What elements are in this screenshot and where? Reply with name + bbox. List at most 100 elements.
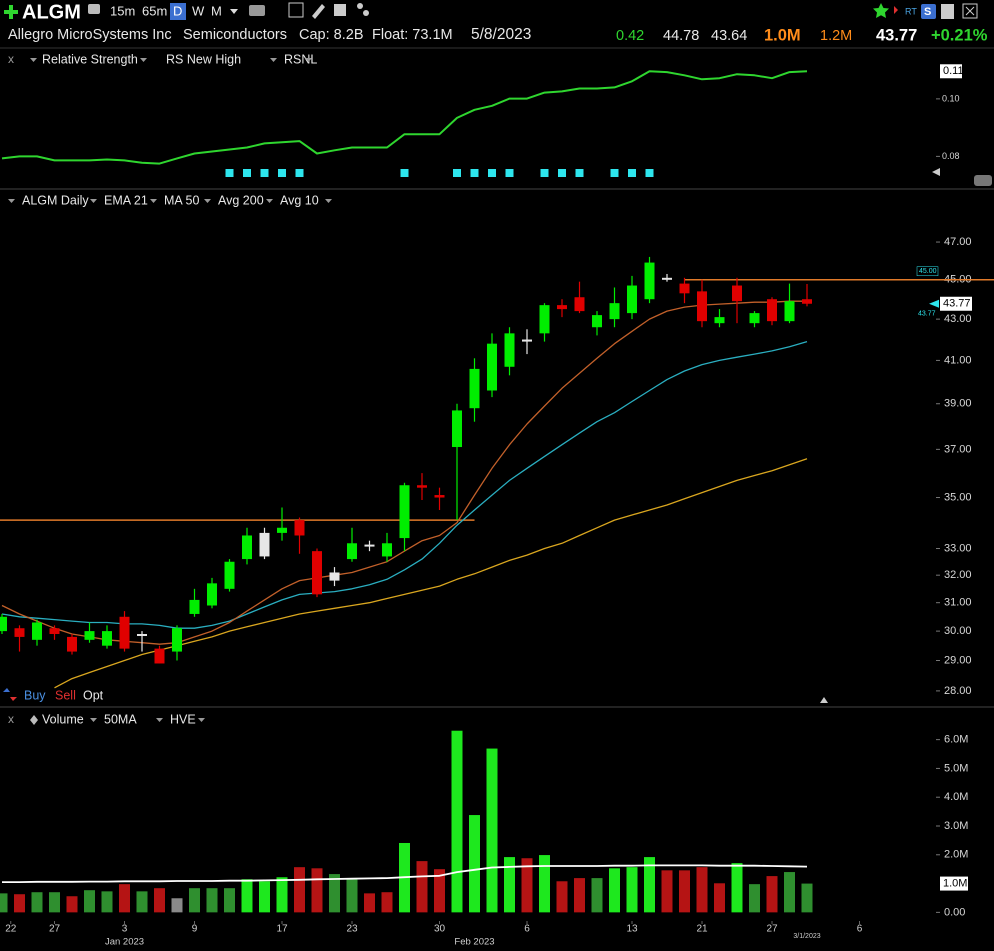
legend-dropdown[interactable] <box>150 199 157 203</box>
x-tick-label: 27 <box>766 924 778 935</box>
last-value-box <box>940 296 972 311</box>
price-tick-label: 35.00 <box>944 491 972 503</box>
x-sublabel: 3/1/2023 <box>793 933 820 940</box>
legend-dropdown[interactable] <box>305 58 312 62</box>
legend-entry[interactable]: EMA 21 <box>104 193 148 207</box>
interval[interactable]: 65m <box>142 3 167 18</box>
tool-icon[interactable] <box>288 2 304 18</box>
legend-dropdown[interactable] <box>140 58 147 62</box>
volume-bar <box>749 884 760 913</box>
tool-icon[interactable] <box>334 4 346 16</box>
rt-label[interactable]: RT <box>905 6 917 16</box>
rs-new-high <box>260 169 269 177</box>
legend-entry[interactable]: Relative Strength <box>42 52 138 66</box>
legend-dropdown[interactable] <box>198 718 205 722</box>
candle-body <box>749 313 760 324</box>
tool-icon[interactable] <box>363 10 369 16</box>
last-value-label: 0.11 <box>943 65 964 77</box>
symbol[interactable]: ALGM <box>22 1 81 23</box>
legend-entry[interactable]: HVE <box>170 712 196 726</box>
legend-dropdown[interactable] <box>325 199 332 203</box>
rt-icon[interactable] <box>894 6 898 14</box>
legend-dropdown[interactable] <box>204 199 211 203</box>
interval[interactable]: W <box>192 3 205 18</box>
rs-new-high <box>278 169 286 177</box>
candle-body <box>522 339 532 342</box>
close-icon[interactable] <box>965 6 975 16</box>
price-tick-label: 29.00 <box>944 654 972 666</box>
legend-dropdown[interactable] <box>90 718 97 722</box>
candle-body <box>574 297 585 312</box>
lock-icon[interactable] <box>88 4 100 14</box>
legend-entry[interactable]: Avg 200 <box>218 193 264 207</box>
volume-tick-label: 6.0M <box>944 734 968 746</box>
volume-bar <box>0 893 8 913</box>
rs-new-high <box>505 169 514 177</box>
candle-body <box>487 343 497 391</box>
tool-icon[interactable] <box>357 3 363 9</box>
price-tick-label: 47.00 <box>944 236 972 248</box>
candle-body <box>207 583 217 606</box>
candle-body <box>662 277 672 280</box>
rs-new-high <box>645 169 654 177</box>
window-icon[interactable] <box>962 3 978 19</box>
legend-dropdown[interactable] <box>90 199 97 203</box>
s-icon[interactable] <box>921 4 936 19</box>
x-sublabel: Feb 2023 <box>454 937 494 948</box>
legend-entry[interactable]: RSNL <box>284 52 317 66</box>
x-tick-label: 21 <box>696 924 708 935</box>
volume: 1.0M <box>764 26 801 44</box>
candle-body <box>732 285 742 302</box>
volume-bar <box>644 857 655 913</box>
expand-arrow[interactable] <box>820 697 828 703</box>
rs-line <box>1 70 808 165</box>
s-label[interactable]: S <box>924 6 931 18</box>
interval[interactable]: D <box>173 3 182 18</box>
legend-entry[interactable]: MA 50 <box>164 193 199 207</box>
options-button[interactable]: Opt <box>83 688 104 702</box>
doc-icon[interactable] <box>941 4 954 19</box>
volume-bar <box>364 893 375 913</box>
volume-bar <box>591 878 603 913</box>
legend-dropdown[interactable] <box>30 58 37 62</box>
volume-bar <box>189 888 200 913</box>
legend-dropdown[interactable] <box>156 718 163 722</box>
legend-entry[interactable]: 50MA <box>104 712 137 726</box>
volume-ma-line <box>2 864 808 883</box>
tool-icon[interactable] <box>312 4 325 19</box>
legend-dropdown[interactable] <box>8 199 15 203</box>
legend-entry[interactable]: Volume <box>42 712 84 726</box>
candle-body <box>504 333 515 367</box>
interval[interactable]: 15m <box>110 3 135 18</box>
candle-body <box>469 368 480 409</box>
legend-entry[interactable]: Avg 10 <box>280 193 319 207</box>
legend-entry[interactable]: RS New High <box>166 52 241 66</box>
dropdown-arrow[interactable] <box>230 9 238 14</box>
trade-icon[interactable] <box>10 697 17 701</box>
legend-dropdown[interactable] <box>266 199 273 203</box>
scroll-button[interactable] <box>974 175 992 186</box>
candle-body <box>452 410 462 448</box>
star-icon[interactable] <box>873 3 889 18</box>
sell-button[interactable]: Sell <box>55 688 76 702</box>
candle-body <box>32 622 42 640</box>
candle-body <box>539 305 550 334</box>
volume-bar <box>136 891 148 913</box>
change: 0.42 <box>616 28 644 44</box>
add-icon[interactable] <box>4 5 18 19</box>
buy-button[interactable]: Buy <box>24 688 46 702</box>
interval[interactable]: M <box>211 3 222 18</box>
tool-icon[interactable] <box>249 5 265 16</box>
candle-body <box>294 520 305 536</box>
trade-icon[interactable] <box>3 688 10 692</box>
collapse-arrow[interactable] <box>932 168 940 176</box>
close-button[interactable]: x <box>8 52 14 66</box>
ma-line <box>1 340 808 629</box>
legend-dropdown[interactable] <box>270 58 277 62</box>
candle-body <box>767 299 777 322</box>
price-tick-label: 33.00 <box>944 542 972 554</box>
volume-bar <box>661 870 673 913</box>
legend-entry[interactable]: ALGM Daily <box>22 193 89 207</box>
close-button[interactable]: x <box>8 712 14 726</box>
candle-body <box>84 631 95 640</box>
